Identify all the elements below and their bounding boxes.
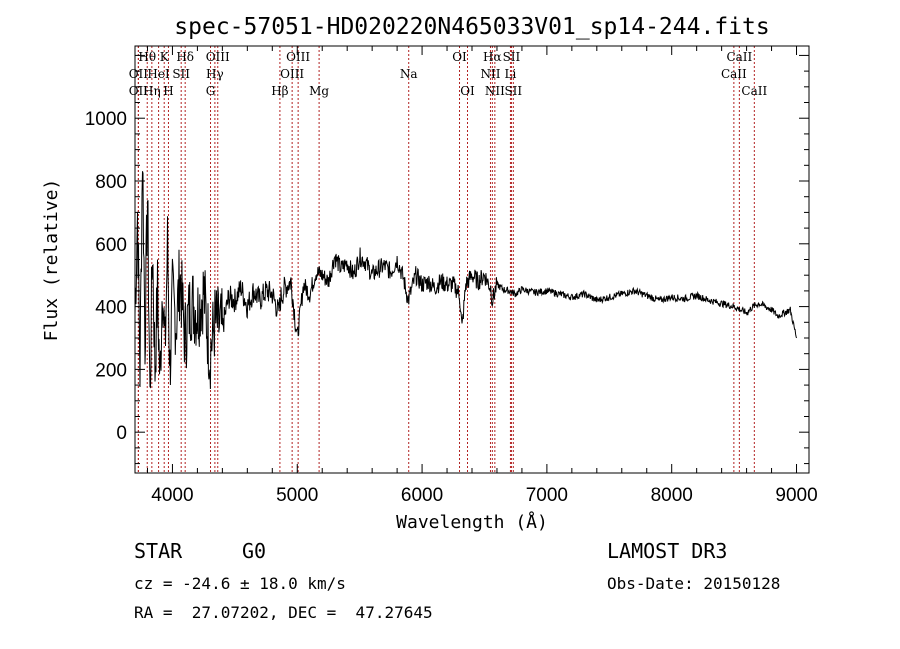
spectral-line-label: NII [485, 84, 505, 98]
spectral-line-label: OI [460, 84, 475, 98]
x-tick-label: 9000 [775, 485, 817, 506]
y-axis-label: Flux (relative) [41, 179, 62, 342]
spectral-line-label: OII [129, 67, 149, 81]
x-tick-label: 5000 [276, 485, 318, 506]
spectral-line-markers [137, 46, 755, 473]
y-tick-label: 400 [95, 298, 127, 319]
spectral-line-label: CaII [721, 67, 747, 81]
x-tick-label: 4000 [151, 485, 193, 506]
spectral-line-label: Hα [483, 50, 502, 64]
x-tick-label: 8000 [651, 485, 693, 506]
y-tick-label: 600 [95, 235, 127, 256]
y-tick-label: 1000 [85, 109, 127, 130]
spectral-line-label: SII [172, 67, 190, 81]
spectral-line-label: NII [480, 67, 500, 81]
velocity: cz = -24.6 ± 18.0 km/s [134, 574, 346, 593]
x-tick-label: 6000 [401, 485, 443, 506]
y-tick-label: 800 [95, 172, 127, 193]
spectral-line-label: Na [400, 67, 418, 81]
spectral-line-label: Hγ [206, 67, 224, 81]
spectral-line-label: Hβ [271, 84, 288, 98]
spectral-line-label: K [160, 50, 170, 64]
y-axis: 0 200 400 600 800 1000 [85, 54, 809, 465]
spectrum-line [134, 171, 797, 390]
spectral-line-label: Li [505, 67, 517, 81]
spectral-line-label: Mg [309, 84, 329, 98]
spectral-line-label: OIII [280, 67, 304, 81]
x-axis: 4000 5000 6000 7000 8000 9000 [146, 46, 818, 506]
spectral-line-label: SII [504, 84, 522, 98]
chart-title: spec-57051-HD020220N465033V01_sp14-244.f… [174, 14, 769, 40]
spectral-line-label: G [206, 84, 216, 98]
spectral-line-label: CaII [726, 50, 752, 64]
x-tick-label: 7000 [526, 485, 568, 506]
survey-name: LAMOST DR3 [607, 539, 728, 563]
x-axis-label: Wavelength (Å) [396, 511, 548, 533]
object-class: STAR [134, 539, 183, 563]
y-tick-label: 0 [116, 423, 127, 444]
spectral-line-label: OIII [206, 50, 230, 64]
obs-date: Obs-Date: 20150128 [607, 574, 781, 593]
spectral-line-label: SII [503, 50, 521, 64]
spectral-line-label: H [163, 84, 173, 98]
spectral-line-label: CaII [741, 84, 767, 98]
spectral-line-label: HeI [147, 67, 170, 81]
spectral-line-label: OI [452, 50, 467, 64]
spectral-line-label: Hθ [138, 50, 156, 64]
spectral-line-label: OIII [286, 50, 310, 64]
spectral-line-label: OII [129, 84, 149, 98]
spectral-line-label: Hη [143, 84, 161, 98]
spectral-line-label: Hδ [176, 50, 194, 64]
y-tick-label: 200 [95, 360, 127, 381]
plot-frame [134, 45, 810, 474]
object-subclass: G0 [242, 539, 267, 563]
coordinates: RA = 27.07202, DEC = 47.27645 [134, 603, 433, 622]
